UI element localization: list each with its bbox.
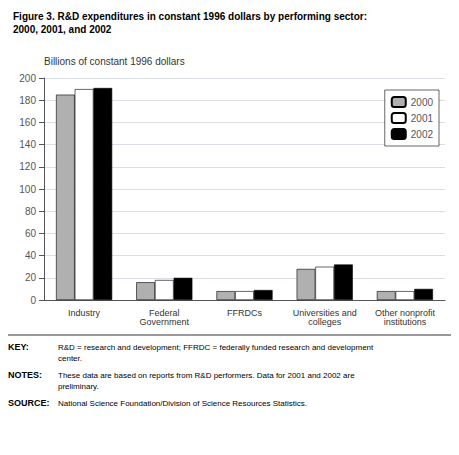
- svg-text:2001: 2001: [411, 113, 434, 124]
- svg-text:FFRDCs: FFRDCs: [227, 308, 262, 318]
- svg-text:Figure 3. R&D expenditures in: Figure 3. R&D expenditures in constant 1…: [13, 11, 367, 22]
- svg-text:80: 80: [25, 206, 37, 217]
- svg-text:KEY:: KEY:: [8, 342, 29, 352]
- svg-text:140: 140: [19, 139, 36, 150]
- svg-text:R&D = research and development: R&D = research and development; FFRDC = …: [58, 343, 374, 352]
- svg-text:SOURCE:: SOURCE:: [8, 398, 50, 408]
- svg-text:60: 60: [25, 228, 37, 239]
- svg-text:Universities and: Universities and: [292, 307, 357, 318]
- svg-text:preliminary.: preliminary.: [58, 382, 99, 391]
- svg-text:0: 0: [30, 295, 36, 306]
- svg-text:colleges: colleges: [308, 317, 342, 327]
- svg-text:Industry: Industry: [68, 308, 101, 318]
- svg-text:40: 40: [25, 250, 37, 261]
- svg-text:200: 200: [19, 73, 36, 84]
- svg-text:120: 120: [19, 161, 36, 172]
- svg-text:Federal: Federal: [149, 307, 180, 318]
- svg-text:These data are based on report: These data are based on reports from R&D…: [58, 371, 357, 380]
- svg-text:180: 180: [19, 95, 36, 106]
- svg-text:2000, 2001, and 2002: 2000, 2001, and 2002: [13, 24, 112, 35]
- svg-text:2002: 2002: [411, 129, 434, 140]
- svg-text:Billions of constant 1996 doll: Billions of constant 1996 dollars: [44, 56, 185, 67]
- svg-text:National Science Foundation/Di: National Science Foundation/Division of …: [58, 399, 307, 408]
- svg-text:2000: 2000: [411, 97, 434, 108]
- svg-text:Government: Government: [140, 317, 190, 327]
- svg-text:100: 100: [19, 184, 36, 195]
- svg-text:Other nonprofit: Other nonprofit: [374, 307, 435, 318]
- svg-text:NOTES:: NOTES:: [8, 370, 42, 380]
- svg-text:institutions: institutions: [384, 317, 427, 327]
- svg-text:center.: center.: [58, 354, 82, 363]
- svg-text:160: 160: [19, 117, 36, 128]
- svg-text:20: 20: [25, 272, 37, 283]
